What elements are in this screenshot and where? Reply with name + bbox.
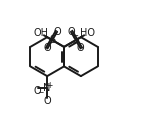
Text: N: N <box>44 83 51 93</box>
Text: S: S <box>73 35 79 45</box>
Text: OH: OH <box>33 28 48 38</box>
Text: O: O <box>53 27 61 37</box>
Text: O: O <box>34 86 41 96</box>
Text: O: O <box>43 96 51 106</box>
Text: +: + <box>47 81 53 90</box>
Text: O: O <box>67 27 75 37</box>
Text: S: S <box>49 35 55 45</box>
Text: −: − <box>37 88 43 97</box>
Text: O: O <box>77 44 84 53</box>
Text: O: O <box>44 44 51 53</box>
Text: HO: HO <box>80 28 95 38</box>
